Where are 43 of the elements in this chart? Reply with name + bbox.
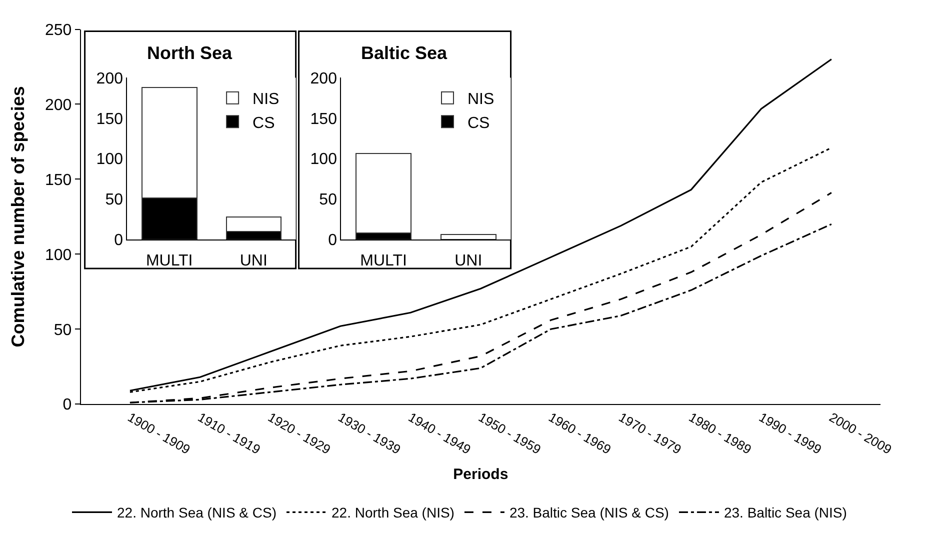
x-tick-label: 1900 - 1909: [125, 409, 193, 458]
chart-title: Baltic Sea: [361, 43, 448, 63]
y-tick-label: 200: [44, 96, 72, 114]
y-tick-label: 250: [44, 22, 72, 39]
y-tick-label: 50: [319, 192, 338, 209]
legend-label: NIS: [252, 91, 280, 108]
y-tick-label: 150: [310, 110, 338, 128]
x-tick-label: 1910 - 1919: [195, 409, 263, 458]
legend-label: 22. North Sea (NIS & CS): [117, 504, 277, 521]
legend-label: NIS: [467, 91, 494, 108]
x-tick-label: UNI: [240, 252, 268, 270]
y-tick-label: 150: [44, 172, 72, 189]
x-tick-label: 1940 - 1949: [406, 409, 474, 458]
x-tick-label: 1950 - 1959: [476, 409, 544, 458]
y-tick-label: 50: [54, 322, 72, 339]
x-tick-label: 1920 - 1929: [266, 409, 334, 458]
x-tick-label: 1980 - 1989: [686, 409, 754, 458]
x-tick-label: MULTI: [360, 252, 407, 270]
x-tick-label: 1960 - 1969: [546, 409, 614, 458]
x-axis-title: Periods: [453, 466, 508, 484]
y-tick-label: 50: [105, 192, 124, 209]
legend-label: CS: [252, 114, 275, 132]
y-tick-label: 0: [114, 232, 124, 250]
y-tick-label: 200: [96, 70, 124, 88]
x-tick-label: UNI: [454, 252, 482, 270]
legend-label: 22. North Sea (NIS): [332, 504, 454, 521]
y-tick-label: 0: [328, 232, 338, 250]
y-tick-label: 100: [96, 151, 124, 168]
y-axis-title: Comulative number of species: [8, 86, 28, 348]
x-tick-label: 1970 - 1979: [616, 409, 684, 458]
legend-label: 23. Baltic Sea (NIS): [724, 504, 847, 521]
x-tick-label: MULTI: [146, 252, 193, 270]
y-tick-label: 150: [96, 110, 124, 128]
x-tick-label: 2000 - 2009: [826, 409, 894, 458]
x-tick-label: 1990 - 1999: [756, 409, 824, 458]
chart-title: North Sea: [147, 43, 234, 63]
legend-label: CS: [467, 114, 490, 132]
y-tick-label: 200: [310, 70, 338, 88]
legend-label: 23. Baltic Sea (NIS & CS): [509, 504, 669, 521]
y-tick-label: 100: [310, 151, 338, 168]
y-tick-label: 0: [62, 396, 72, 414]
x-tick-label: 1930 - 1939: [336, 409, 404, 458]
y-tick-label: 100: [44, 246, 72, 264]
